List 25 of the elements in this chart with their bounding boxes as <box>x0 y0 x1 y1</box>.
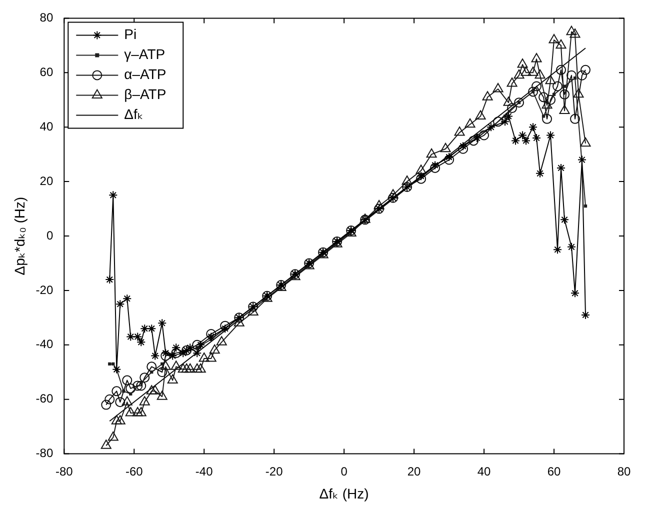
x-tick-label: 60 <box>547 464 562 478</box>
x-tick-label: 0 <box>340 464 348 478</box>
x-tick-label: -40 <box>195 464 214 478</box>
legend-label: Pi <box>124 26 137 42</box>
y-tick-label: 60 <box>40 64 54 79</box>
x-tick-label: -60 <box>125 464 144 478</box>
y-tick-label: 0 <box>46 228 54 242</box>
y-tick-label: 20 <box>40 174 54 188</box>
y-tick-label: -80 <box>36 446 54 460</box>
legend-label: β–ATP <box>124 86 166 102</box>
x-axis-title: Δfₖ (Hz) <box>319 485 369 502</box>
x-tick-label: 40 <box>477 464 492 478</box>
legend-label: γ–ATP <box>124 46 166 62</box>
y-axis-title: Δpₖ*dₖ₀ (Hz) <box>11 196 28 276</box>
y-tick-label: -40 <box>36 337 54 352</box>
x-tick-label: -20 <box>265 464 284 478</box>
x-tick-label: 20 <box>407 464 422 478</box>
y-tick-label: -20 <box>36 282 54 297</box>
legend-label: α–ATP <box>124 66 166 82</box>
y-tick-label: -60 <box>36 392 54 406</box>
y-tick-label: 40 <box>40 119 54 134</box>
x-tick-label: -80 <box>55 464 74 478</box>
x-tick-label: 80 <box>617 464 631 478</box>
legend-label: Δfₖ <box>124 106 144 122</box>
y-tick-label: 80 <box>40 10 54 25</box>
